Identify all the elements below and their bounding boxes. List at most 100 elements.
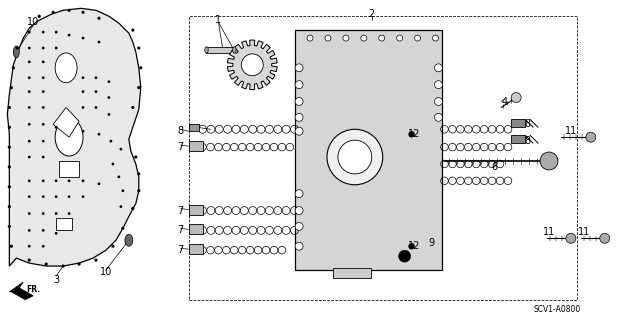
Circle shape xyxy=(139,66,142,70)
Circle shape xyxy=(82,179,84,182)
Circle shape xyxy=(566,234,576,243)
Circle shape xyxy=(82,37,84,40)
Circle shape xyxy=(586,132,596,142)
Circle shape xyxy=(295,222,303,230)
Circle shape xyxy=(8,106,11,109)
Circle shape xyxy=(10,86,13,89)
Circle shape xyxy=(399,250,411,262)
Circle shape xyxy=(38,15,41,18)
Circle shape xyxy=(42,31,45,33)
Circle shape xyxy=(82,130,84,133)
Circle shape xyxy=(42,245,45,248)
Circle shape xyxy=(97,41,100,43)
Circle shape xyxy=(295,127,303,135)
Text: 7: 7 xyxy=(177,205,184,216)
Circle shape xyxy=(55,195,58,198)
Circle shape xyxy=(379,35,385,41)
Circle shape xyxy=(600,234,610,243)
Circle shape xyxy=(55,47,58,49)
Bar xyxy=(189,244,202,254)
Circle shape xyxy=(28,229,31,232)
Circle shape xyxy=(120,148,122,151)
Text: 9: 9 xyxy=(428,238,435,248)
Circle shape xyxy=(28,195,31,198)
Circle shape xyxy=(42,76,45,79)
Circle shape xyxy=(338,140,372,174)
Text: 8: 8 xyxy=(524,136,530,146)
Text: 8: 8 xyxy=(524,119,530,129)
Text: 7: 7 xyxy=(177,245,184,255)
Circle shape xyxy=(343,35,349,41)
Text: 8: 8 xyxy=(177,126,184,136)
Ellipse shape xyxy=(55,118,83,156)
Text: 11: 11 xyxy=(578,227,590,237)
Circle shape xyxy=(82,90,84,93)
Circle shape xyxy=(435,98,442,106)
Circle shape xyxy=(540,152,558,170)
Circle shape xyxy=(42,212,45,215)
Text: SCV1-A0800: SCV1-A0800 xyxy=(533,305,580,314)
Circle shape xyxy=(408,243,415,249)
Bar xyxy=(189,124,198,131)
Circle shape xyxy=(408,131,415,137)
Text: 11: 11 xyxy=(543,227,555,237)
Ellipse shape xyxy=(205,47,208,53)
Circle shape xyxy=(108,80,110,83)
Circle shape xyxy=(28,140,31,143)
Text: 2: 2 xyxy=(369,9,375,19)
Text: 1: 1 xyxy=(216,15,221,25)
Circle shape xyxy=(81,11,84,14)
Circle shape xyxy=(55,232,58,235)
Circle shape xyxy=(68,34,70,36)
Circle shape xyxy=(28,90,31,93)
Circle shape xyxy=(42,156,45,159)
Bar xyxy=(189,204,202,214)
Circle shape xyxy=(131,28,134,32)
Circle shape xyxy=(295,81,303,89)
Circle shape xyxy=(111,245,115,248)
Circle shape xyxy=(61,264,65,268)
Text: 5: 5 xyxy=(188,124,194,134)
Circle shape xyxy=(42,195,45,198)
Circle shape xyxy=(97,182,100,185)
Circle shape xyxy=(131,207,134,210)
Circle shape xyxy=(120,205,122,208)
Circle shape xyxy=(55,126,58,129)
Circle shape xyxy=(137,46,140,49)
Circle shape xyxy=(82,76,84,79)
Circle shape xyxy=(118,175,120,178)
Bar xyxy=(295,30,442,270)
Circle shape xyxy=(12,66,15,70)
Text: 6: 6 xyxy=(491,162,497,172)
Circle shape xyxy=(8,205,11,208)
Bar xyxy=(56,219,72,230)
Bar xyxy=(189,16,577,300)
Circle shape xyxy=(28,212,31,215)
Bar xyxy=(189,141,202,151)
Circle shape xyxy=(28,61,31,63)
Text: 12: 12 xyxy=(408,241,420,251)
Circle shape xyxy=(42,61,45,63)
Circle shape xyxy=(435,114,442,121)
Text: FR.: FR. xyxy=(26,286,40,294)
Circle shape xyxy=(28,156,31,159)
Polygon shape xyxy=(53,108,79,137)
Bar xyxy=(59,161,79,177)
Circle shape xyxy=(68,212,70,215)
Circle shape xyxy=(108,113,110,116)
Circle shape xyxy=(95,76,97,79)
Text: 3: 3 xyxy=(53,275,60,285)
Circle shape xyxy=(137,86,140,89)
Circle shape xyxy=(97,133,100,136)
Circle shape xyxy=(435,81,442,89)
Circle shape xyxy=(109,140,112,143)
Circle shape xyxy=(82,106,84,109)
Polygon shape xyxy=(10,282,33,300)
Circle shape xyxy=(295,98,303,106)
Text: 4: 4 xyxy=(501,97,508,107)
Circle shape xyxy=(42,106,45,109)
Text: 7: 7 xyxy=(177,142,184,152)
Circle shape xyxy=(134,155,138,159)
Circle shape xyxy=(82,195,84,198)
Circle shape xyxy=(415,35,420,41)
